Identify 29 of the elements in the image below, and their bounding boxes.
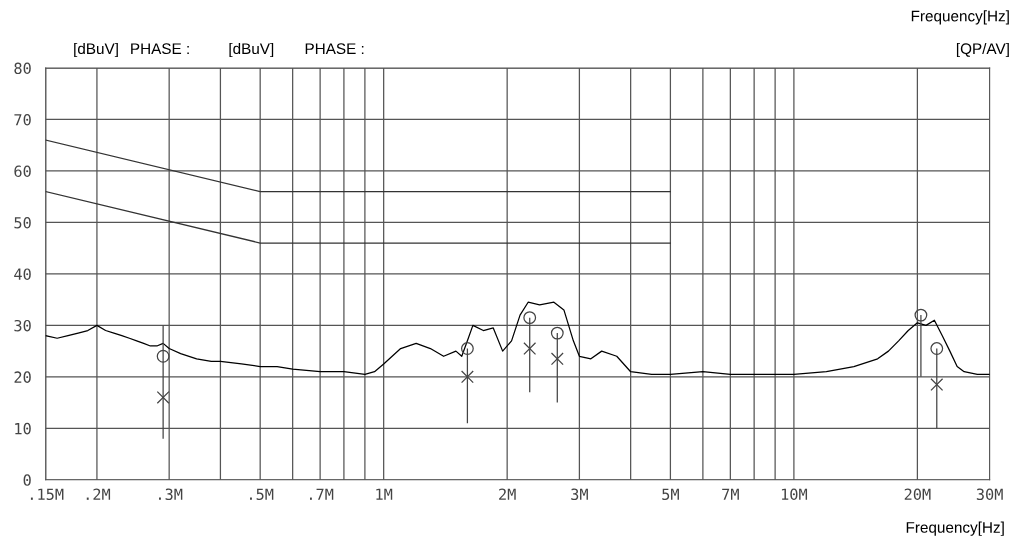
y-tick-label: 0 xyxy=(23,474,31,486)
y-tick-label: 80 xyxy=(14,62,31,75)
x-tick-label: 10M xyxy=(781,488,808,501)
x-tick-label: 20M xyxy=(904,488,931,501)
x-tick-label: 7M xyxy=(722,488,739,500)
text: [dBuV] xyxy=(74,42,118,58)
x-tick-label: 2M xyxy=(499,488,516,500)
text: PHASE : xyxy=(305,43,364,55)
text: Frequency[Hz] xyxy=(911,10,1009,25)
y-tick-label: 20 xyxy=(14,371,31,383)
x-tick-label: .2M xyxy=(86,488,111,500)
y-tick-label: 50 xyxy=(14,216,31,229)
y-tick-label: 10 xyxy=(15,422,31,435)
x-tick-label: .15M xyxy=(30,488,64,501)
y-tick-label: 70 xyxy=(14,113,31,126)
x-tick-label: .7M xyxy=(309,488,334,500)
x-tick-label: 3M xyxy=(571,488,588,501)
x-tick-label: .3M xyxy=(159,488,183,501)
text: PHASE : xyxy=(131,43,189,55)
text: [QP/AV] xyxy=(956,42,1009,58)
y-tick-label: 60 xyxy=(14,165,31,178)
x-tick-label: 30M xyxy=(976,488,1003,501)
x-tick-label: .5M xyxy=(250,488,274,501)
x-axis-title: Frequency[Hz] xyxy=(906,521,1004,536)
x-tick-label: 5M xyxy=(662,488,679,501)
text: [dBuV] xyxy=(229,42,274,58)
y-tick-label: 30 xyxy=(14,319,31,332)
y-tick-label: 40 xyxy=(14,268,31,280)
x-tick-label: 1M xyxy=(376,488,393,500)
